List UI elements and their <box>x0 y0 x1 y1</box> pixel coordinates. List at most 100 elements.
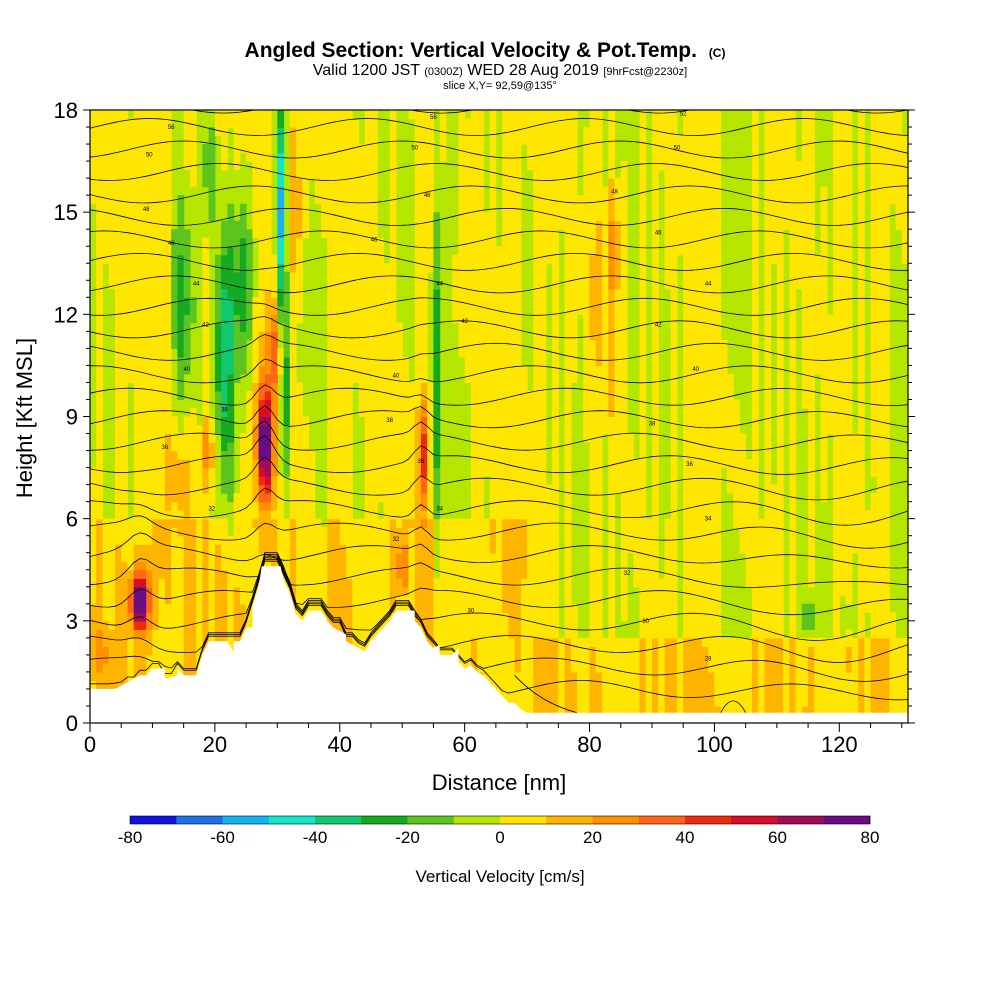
velocity-cell <box>489 476 497 486</box>
velocity-cell <box>427 629 434 639</box>
velocity-cell <box>296 110 303 120</box>
velocity-cell <box>227 484 235 494</box>
velocity-cell <box>527 408 534 418</box>
velocity-cell <box>533 433 541 443</box>
velocity-cell <box>171 229 178 239</box>
velocity-cell <box>158 595 166 605</box>
velocity-cell <box>146 416 153 426</box>
velocity-cell <box>514 382 522 392</box>
velocity-cell <box>552 203 559 213</box>
velocity-cell <box>277 552 285 562</box>
velocity-cell <box>433 493 441 503</box>
velocity-cell <box>339 620 347 630</box>
velocity-cell <box>121 518 128 528</box>
velocity-cell <box>308 518 316 528</box>
velocity-cell <box>158 246 166 256</box>
velocity-cell <box>321 178 328 188</box>
velocity-cell <box>264 339 272 349</box>
velocity-cell <box>146 518 153 528</box>
velocity-cell <box>171 544 178 554</box>
velocity-cell <box>202 433 210 443</box>
velocity-cell <box>127 280 135 290</box>
velocity-cell <box>127 620 135 630</box>
velocity-cell <box>339 433 347 443</box>
velocity-cell <box>489 314 497 324</box>
velocity-cell <box>427 544 434 554</box>
velocity-cell <box>127 288 135 298</box>
velocity-cell <box>483 339 491 349</box>
velocity-cell <box>414 288 422 298</box>
velocity-cell <box>146 595 153 605</box>
velocity-cell <box>171 561 178 571</box>
velocity-cell <box>127 178 135 188</box>
velocity-cell <box>177 654 185 664</box>
velocity-cell <box>533 373 541 383</box>
velocity-cell <box>264 373 272 383</box>
velocity-cell <box>414 373 422 383</box>
velocity-cell <box>339 416 347 426</box>
velocity-cell <box>371 127 378 137</box>
velocity-cell <box>564 646 572 656</box>
velocity-cell <box>489 391 497 401</box>
velocity-cell <box>271 510 278 520</box>
velocity-cell <box>239 237 247 247</box>
velocity-cell <box>239 450 247 460</box>
velocity-cell <box>427 578 434 588</box>
velocity-cell <box>514 297 522 307</box>
velocity-cell <box>433 408 441 418</box>
velocity-cell <box>402 476 409 486</box>
velocity-cell <box>371 314 378 324</box>
velocity-cell <box>208 135 216 145</box>
velocity-cell <box>164 425 172 435</box>
velocity-cell <box>445 527 453 537</box>
velocity-cell <box>333 467 341 477</box>
velocity-cell <box>158 612 166 622</box>
velocity-cell <box>495 416 503 426</box>
velocity-cell <box>264 425 272 435</box>
velocity-cell <box>420 339 428 349</box>
velocity-cell <box>483 544 491 554</box>
velocity-cell <box>489 305 497 315</box>
velocity-cell <box>227 118 235 128</box>
velocity-cell <box>189 552 197 562</box>
velocity-cell <box>358 229 366 239</box>
velocity-cell <box>115 510 122 520</box>
velocity-cell <box>183 127 191 137</box>
velocity-cell <box>545 569 553 579</box>
velocity-cell <box>233 331 241 341</box>
velocity-cell <box>502 484 509 494</box>
velocity-cell <box>577 203 584 213</box>
velocity-cell <box>358 152 366 162</box>
velocity-cell <box>140 373 147 383</box>
velocity-cell <box>377 263 384 273</box>
velocity-cell <box>227 586 235 596</box>
velocity-cell <box>140 544 147 554</box>
velocity-cell <box>514 144 522 154</box>
velocity-cell <box>608 331 616 341</box>
velocity-cell <box>277 186 285 196</box>
velocity-cell <box>239 314 247 324</box>
velocity-cell <box>277 127 285 137</box>
velocity-cell <box>108 237 116 247</box>
velocity-cell <box>289 425 297 435</box>
velocity-cell <box>96 365 103 375</box>
velocity-cell <box>115 144 122 154</box>
velocity-cell <box>420 365 428 375</box>
velocity-cell <box>252 544 260 554</box>
velocity-cell <box>252 339 260 349</box>
velocity-cell <box>302 220 310 230</box>
velocity-cell <box>283 339 291 349</box>
velocity-cell <box>140 271 147 281</box>
velocity-cell <box>552 246 559 256</box>
velocity-cell <box>140 654 147 664</box>
velocity-cell <box>327 280 335 290</box>
velocity-cell <box>140 646 147 656</box>
velocity-cell <box>333 612 341 622</box>
velocity-cell <box>452 535 459 545</box>
velocity-cell <box>433 322 441 332</box>
velocity-cell <box>202 501 210 511</box>
velocity-cell <box>614 314 622 324</box>
velocity-cell <box>520 484 528 494</box>
velocity-cell <box>327 476 335 486</box>
velocity-cell <box>439 595 447 605</box>
